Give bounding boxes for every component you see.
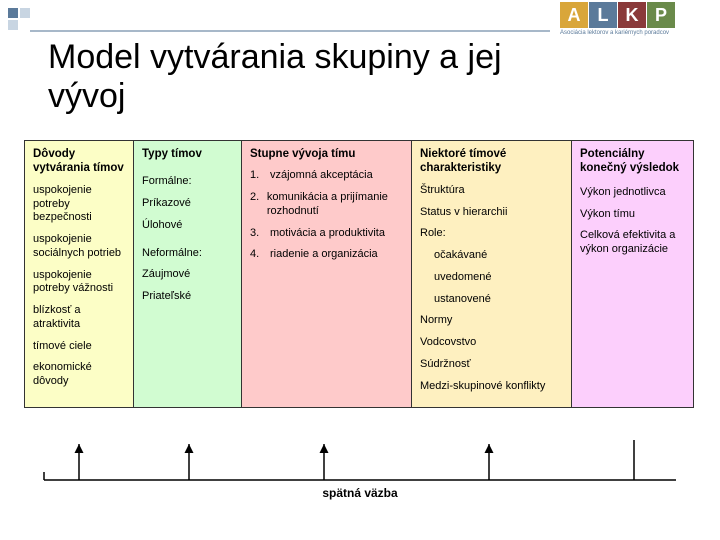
col-header: Potenciálny konečný výsledok <box>580 147 685 176</box>
list-item: Výkon tímu <box>580 208 685 222</box>
corner-decoration <box>8 8 30 30</box>
logo-letter: L <box>589 2 617 28</box>
col-outcome: Potenciálny konečný výsledok Výkon jedno… <box>572 140 694 408</box>
header-rule <box>30 30 550 32</box>
list-item: blízkosť a atraktivita <box>33 304 125 332</box>
list-item: uspokojenie potreby vážnosti <box>33 269 125 297</box>
list-item: ekonomické dôvody <box>33 361 125 389</box>
list-item: Záujmové <box>142 268 233 282</box>
item-text: vzájomná akceptácia <box>270 169 373 183</box>
item-number: 2. <box>250 191 261 219</box>
page-title: Model vytvárania skupiny a jej vývoj <box>48 38 502 116</box>
list-item: Vodcovstvo <box>420 336 563 350</box>
logo-letter: K <box>618 2 646 28</box>
list-item: Medzi-skupinové konflikty <box>420 380 563 394</box>
list-item: Súdržnosť <box>420 358 563 372</box>
model-diagram: Dôvody vytvárania tímov uspokojenie potr… <box>24 140 696 408</box>
logo-subtitle: Asociácia lektorov a kariérnych poradcov <box>560 30 669 36</box>
item-text: motivácia a produktivita <box>270 227 385 241</box>
logo-letter: A <box>560 2 588 28</box>
list-item: tímové ciele <box>33 340 125 354</box>
list-item: 1. vzájomná akceptácia <box>250 169 403 183</box>
title-line: Model vytvárania skupiny a jej <box>48 38 502 76</box>
list-item: Normy <box>420 314 563 328</box>
col-header: Niektoré tímové charakteristiky <box>420 147 563 176</box>
list-item: Celková efektivita a výkon organizácie <box>580 229 685 257</box>
item-text: komunikácia a prijímanie rozhodnutí <box>267 191 403 219</box>
list-item: 2. komunikácia a prijímanie rozhodnutí <box>250 191 403 219</box>
col-types: Typy tímov Formálne: Príkazové Úlohové N… <box>134 140 242 408</box>
col-reasons: Dôvody vytvárania tímov uspokojenie potr… <box>24 140 134 408</box>
title-line: vývoj <box>48 77 125 115</box>
logo-letter: P <box>647 2 675 28</box>
list-subitem: očakávané <box>434 249 563 263</box>
list-item: Status v hierarchii <box>420 206 563 220</box>
list-item: 4. riadenie a organizácia <box>250 248 403 262</box>
col-header: Stupne vývoja tímu <box>250 147 403 161</box>
list-item: Príkazové <box>142 197 233 211</box>
item-number: 3. <box>250 227 264 241</box>
list-item: Formálne: <box>142 175 233 189</box>
list-item: Neformálne: <box>142 247 233 261</box>
feedback-loop: spätná väzba <box>24 440 696 500</box>
item-number: 1. <box>250 169 264 183</box>
list-item: 3. motivácia a produktivita <box>250 227 403 241</box>
list-item: Priateľské <box>142 290 233 304</box>
col-header: Dôvody vytvárania tímov <box>33 147 125 176</box>
list-subitem: ustanovené <box>434 293 563 307</box>
list-item: Úlohové <box>142 219 233 233</box>
list-item: uspokojenie sociálnych potrieb <box>33 233 125 261</box>
list-item: Role: <box>420 227 563 241</box>
alkp-logo: A L K P Asociácia lektorov a kariérnych … <box>560 2 710 44</box>
feedback-label: spätná väzba <box>322 486 397 500</box>
col-stages: Stupne vývoja tímu 1. vzájomná akceptáci… <box>242 140 412 408</box>
item-number: 4. <box>250 248 264 262</box>
list-item: Štruktúra <box>420 184 563 198</box>
col-header: Typy tímov <box>142 147 233 161</box>
list-subitem: uvedomené <box>434 271 563 285</box>
item-text: riadenie a organizácia <box>270 248 378 262</box>
col-characteristics: Niektoré tímové charakteristiky Štruktúr… <box>412 140 572 408</box>
list-item: Výkon jednotlivca <box>580 186 685 200</box>
list-item: uspokojenie potreby bezpečnosti <box>33 184 125 225</box>
